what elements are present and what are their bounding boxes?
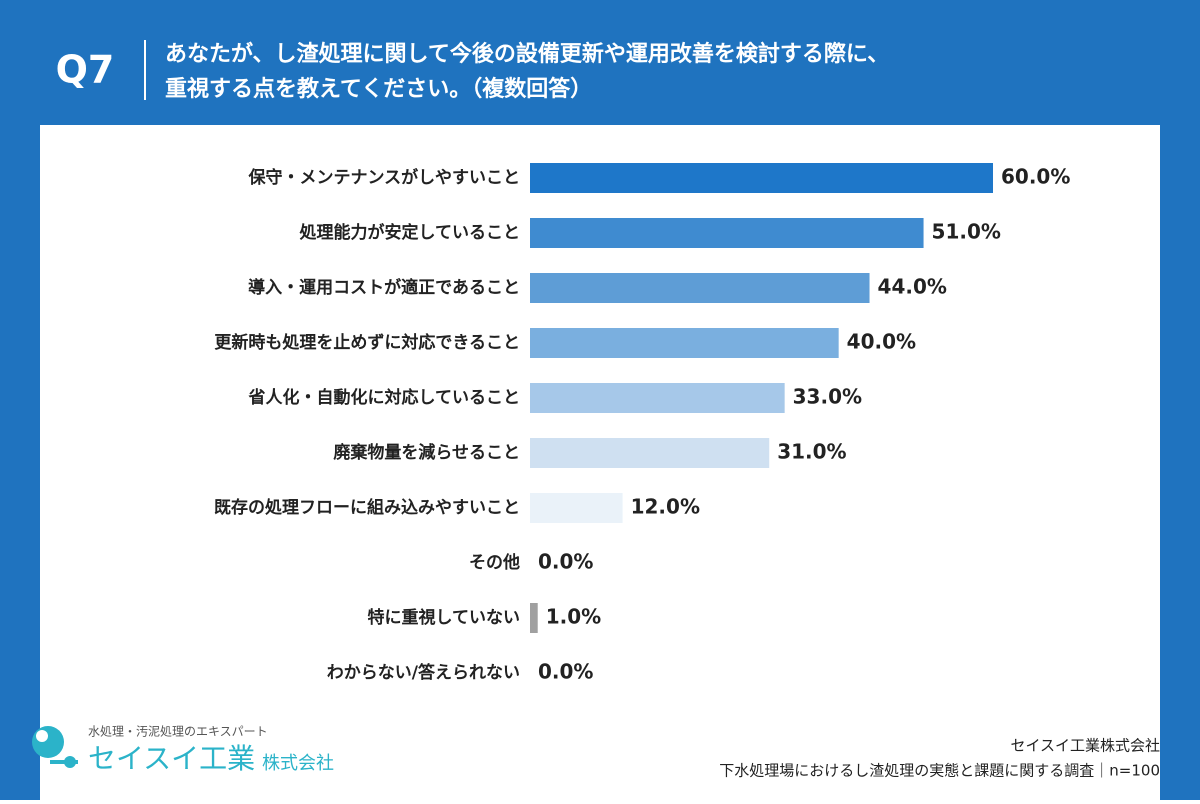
category-label: 廃棄物量を減らせること: [333, 442, 520, 463]
category-label: 既存の処理フローに組み込みやすいこと: [214, 497, 520, 518]
category-label: その他: [469, 552, 520, 573]
bar: [530, 603, 538, 633]
value-label: 51.0%: [932, 220, 1001, 244]
bar: [530, 273, 870, 303]
bar: [530, 163, 993, 193]
value-label: 31.0%: [777, 440, 846, 464]
category-label: 導入・運用コストが適正であること: [248, 277, 520, 298]
value-label: 12.0%: [631, 495, 700, 519]
bar: [530, 383, 785, 413]
question-number: Q7: [56, 48, 115, 92]
title-line: あなたが、し渣処理に関して今後の設備更新や運用改善を検討する際に、: [165, 41, 889, 67]
logo-icon: [32, 726, 78, 768]
bar: [530, 493, 623, 523]
logo-tagline: 水処理・汚泥処理のエキスパート: [88, 725, 268, 739]
logo-name: セイスイ工業: [88, 742, 255, 775]
category-label: 処理能力が安定していること: [299, 222, 521, 243]
value-label: 0.0%: [538, 660, 593, 684]
logo-suffix: 株式会社: [262, 753, 334, 774]
value-label: 44.0%: [878, 275, 947, 299]
bar: [530, 328, 839, 358]
title-line: 重視する点を教えてください。（複数回答）: [165, 76, 592, 102]
bar: [530, 218, 924, 248]
category-label: 省人化・自動化に対応していること: [248, 387, 521, 408]
category-label: 特に重視していない: [368, 607, 521, 628]
survey: 下水処理場におけるし渣処理の実態と課題に関する調査｜n=100: [719, 762, 1160, 780]
category-label: わからない/答えられない: [327, 662, 520, 683]
category-label: 保守・メンテナンスがしやすいこと: [248, 167, 521, 188]
value-label: 0.0%: [538, 550, 593, 574]
bar: [530, 438, 770, 468]
value-label: 1.0%: [546, 605, 601, 629]
value-label: 33.0%: [793, 385, 862, 409]
category-label: 更新時も処理を止めずに対応できること: [214, 332, 520, 353]
value-label: 60.0%: [1001, 165, 1070, 189]
value-label: 40.0%: [847, 330, 916, 354]
company: セイスイ工業株式会社: [1010, 737, 1160, 755]
